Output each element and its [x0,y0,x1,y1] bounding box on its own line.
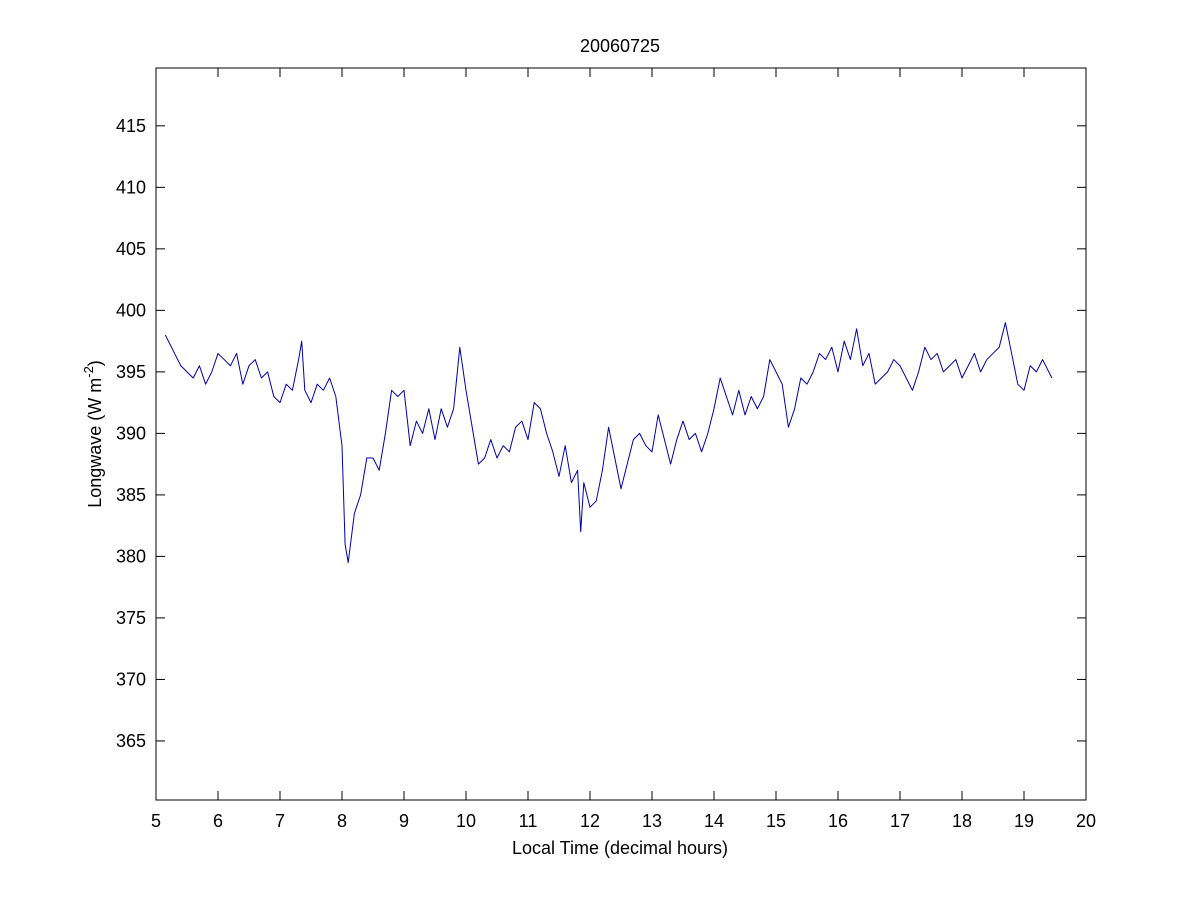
y-label-superscript: -2 [81,366,96,378]
x-tick-label: 11 [519,811,538,831]
y-axis-label: Longwave (W m-2) [81,360,105,508]
x-tick-label: 10 [456,811,476,831]
y-tick-label: 370 [116,669,146,689]
x-tick-label: 9 [399,811,409,831]
x-tick-label: 15 [766,811,786,831]
y-tick-label: 390 [116,423,146,443]
x-tick-label: 7 [275,811,285,831]
x-tick-label: 19 [1014,811,1034,831]
y-tick-label: 400 [116,300,146,320]
plot-frame [155,67,1087,801]
x-tick-label: 12 [580,811,600,831]
y-tick-label: 405 [116,239,146,259]
y-tick-label: 410 [116,177,146,197]
x-tick-label: 13 [642,811,662,831]
x-tick-label: 6 [213,811,223,831]
x-tick-label: 14 [704,811,724,831]
chart-title: 20060725 [580,36,660,56]
y-tick-label: 380 [116,546,146,566]
y-label-suffix: ) [85,360,105,366]
x-axis-label: Local Time (decimal hours) [512,838,728,858]
y-tick-label: 365 [116,731,146,751]
x-tick-label: 17 [890,811,910,831]
x-tick-label: 16 [828,811,848,831]
x-tick-label: 20 [1076,811,1096,831]
x-tick-label: 8 [337,811,347,831]
y-tick-label: 395 [116,362,146,382]
y-tick-label: 415 [116,116,146,136]
y-tick-label: 375 [116,608,146,628]
data-line [164,322,1053,564]
x-tick-label: 5 [151,811,161,831]
y-tick-label: 385 [116,485,146,505]
y-label-text: Longwave (W m [85,378,105,508]
x-tick-label: 18 [952,811,972,831]
